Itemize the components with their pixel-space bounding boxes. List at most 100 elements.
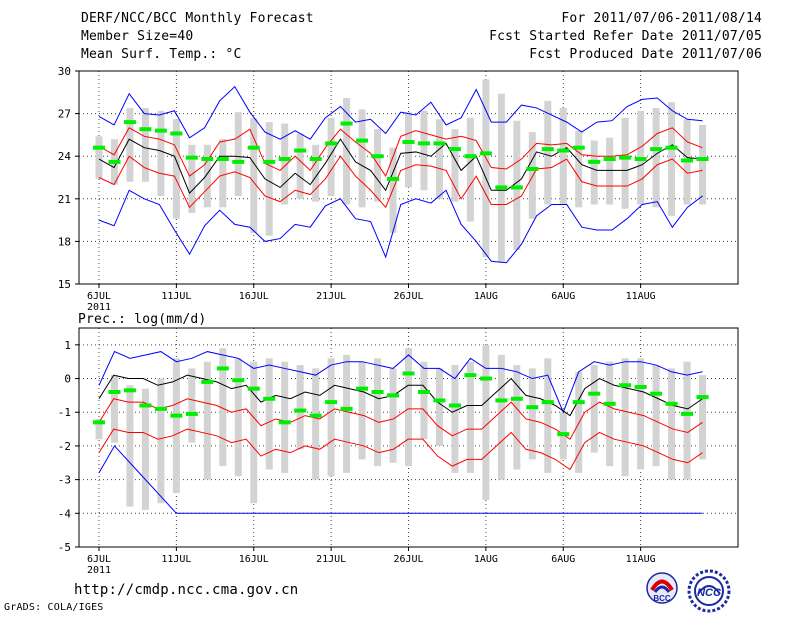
x-tick-year-label: 2011: [87, 565, 111, 576]
median-mark: [510, 185, 523, 190]
mean-minus-sd-line: [98, 155, 703, 209]
median-mark: [541, 147, 554, 152]
ensemble-box: [312, 144, 320, 202]
ensemble-box: [95, 136, 103, 179]
y-tick-label: 1: [64, 339, 71, 352]
ensemble-box: [590, 365, 598, 453]
median-mark: [541, 400, 554, 405]
ensemble-box: [157, 110, 165, 196]
ensemble-box: [281, 123, 289, 205]
y-tick-label: -3: [58, 474, 71, 487]
member-size-label: Member Size=40: [81, 29, 194, 44]
median-mark: [139, 127, 152, 132]
median-mark: [93, 145, 105, 150]
median-mark: [402, 140, 415, 144]
ensemble-box: [234, 358, 242, 477]
median-mark: [371, 390, 384, 395]
ensemble-box: [157, 378, 165, 504]
ensemble-box: [343, 354, 351, 473]
median-mark: [495, 185, 508, 190]
ensemble-box: [343, 97, 351, 205]
median-mark: [603, 401, 616, 406]
median-mark: [650, 391, 663, 396]
ensemble-box: [652, 107, 660, 208]
median-mark: [108, 159, 121, 164]
ensemble-mean-line: [98, 374, 703, 417]
median-mark: [557, 432, 570, 437]
ensemble-box: [358, 361, 366, 460]
ensemble-box: [482, 344, 490, 500]
x-tick-label: 11AUG: [626, 554, 656, 565]
ensemble-box: [621, 117, 629, 209]
ensemble-box: [126, 107, 134, 182]
median-mark: [278, 420, 291, 425]
ensemble-box: [544, 100, 552, 205]
median-mark: [681, 411, 694, 416]
median-mark: [232, 378, 245, 383]
ensemble-box: [265, 122, 273, 236]
median-mark: [603, 157, 616, 162]
median-mark: [154, 128, 167, 133]
y-tick-label: 30: [58, 65, 71, 78]
x-tick-label: 11JUL: [161, 291, 191, 302]
ensemble-box: [188, 368, 196, 443]
ensemble-box: [528, 132, 536, 219]
ensemble-box: [652, 365, 660, 467]
ensemble-box: [544, 358, 552, 473]
median-mark: [201, 157, 214, 162]
y-tick-label: -4: [58, 507, 72, 520]
member-min-line: [98, 445, 703, 514]
x-tick-year-label: 2011: [87, 302, 111, 313]
x-tick-label: 16JUL: [239, 291, 269, 302]
median-mark: [696, 157, 709, 162]
median-mark: [123, 120, 136, 125]
ensemble-box: [420, 110, 428, 191]
source-url[interactable]: http://cmdp.ncc.cma.gov.cn: [74, 582, 299, 598]
ensemble-box: [250, 117, 258, 233]
median-mark: [479, 376, 492, 381]
ensemble-box: [141, 388, 149, 510]
median-mark: [340, 121, 353, 126]
x-tick-label: 16JUL: [239, 554, 269, 565]
median-mark: [108, 390, 121, 395]
median-mark: [294, 408, 307, 413]
median-mark: [247, 386, 260, 391]
ensemble-box: [188, 144, 196, 213]
median-mark: [154, 406, 167, 411]
y-tick-label: -1: [58, 406, 71, 419]
ensemble-box: [219, 139, 227, 208]
ensemble-box: [203, 144, 211, 208]
median-mark: [356, 138, 369, 143]
median-mark: [495, 398, 508, 403]
ensemble-box: [699, 375, 707, 460]
member-max-line: [98, 350, 703, 414]
ensemble-box: [265, 358, 273, 470]
x-tick-label: 26JUL: [393, 291, 423, 302]
ensemble-box: [234, 112, 242, 196]
median-mark: [464, 373, 477, 378]
chart-title: DERF/NCC/BCC Monthly Forecast: [81, 11, 314, 26]
median-mark: [263, 159, 276, 164]
median-mark: [325, 400, 338, 405]
ensemble-box: [699, 124, 707, 205]
ensemble-box: [466, 361, 474, 473]
x-tick-label: 21JUL: [316, 291, 346, 302]
median-mark: [232, 159, 245, 164]
median-mark: [650, 147, 663, 152]
ensemble-box: [95, 418, 103, 440]
median-mark: [634, 157, 647, 162]
forecast-period: For 2011/07/06-2011/08/14: [561, 11, 762, 26]
ensemble-box: [312, 368, 320, 480]
ensemble-box: [405, 348, 412, 467]
ensemble-box: [621, 358, 629, 477]
ensemble-box: [497, 354, 505, 480]
median-mark: [170, 413, 183, 418]
x-tick-label: 1AUG: [474, 554, 498, 565]
ncc-logo-text: NCC: [697, 587, 722, 599]
median-mark: [216, 366, 229, 371]
ensemble-box: [296, 133, 304, 199]
y-tick-label: -2: [58, 440, 71, 453]
median-mark: [510, 396, 523, 401]
median-mark: [696, 395, 709, 400]
ensemble-box: [374, 129, 382, 202]
